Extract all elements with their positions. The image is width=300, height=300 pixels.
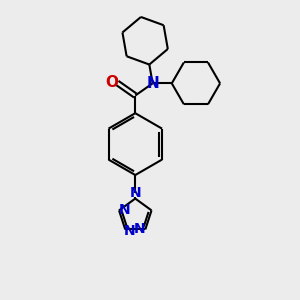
Text: N: N [134, 223, 145, 236]
Text: N: N [146, 76, 159, 91]
Text: N: N [130, 186, 141, 200]
Text: N: N [124, 224, 136, 238]
Text: O: O [105, 75, 119, 90]
Text: N: N [119, 203, 131, 218]
